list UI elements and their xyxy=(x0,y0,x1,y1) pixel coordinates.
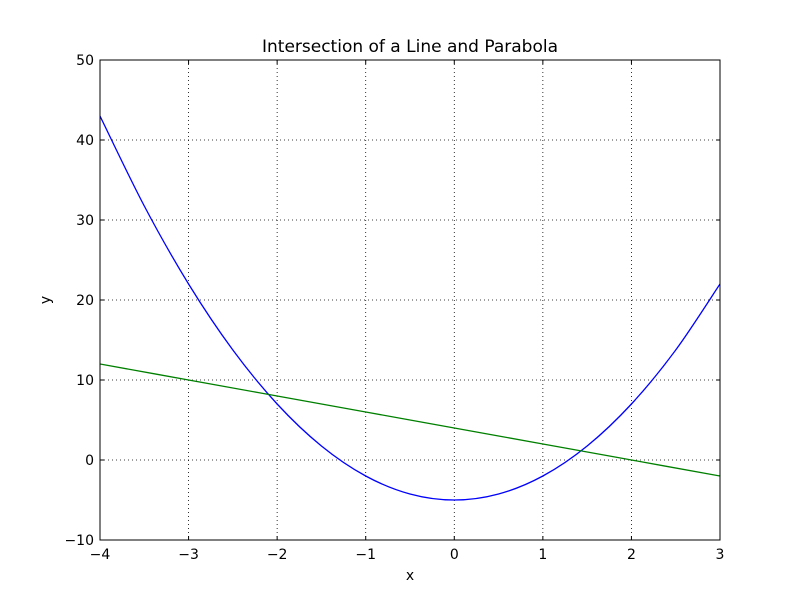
y-tick-label: 50 xyxy=(76,53,94,69)
x-tick-label: 0 xyxy=(450,547,459,563)
series-line-1 xyxy=(100,363,720,477)
y-tick-label: 30 xyxy=(76,213,94,229)
series-line-0 xyxy=(100,115,720,501)
x-tick-label: 1 xyxy=(538,547,547,563)
x-tick-label: 2 xyxy=(627,547,636,563)
x-tick-label: −1 xyxy=(355,547,376,563)
x-tick-label: 3 xyxy=(716,547,725,563)
x-tick-label: −4 xyxy=(90,547,111,563)
x-axis-label: x xyxy=(406,568,414,584)
x-tick-label: −3 xyxy=(178,547,199,563)
x-tick-label: −2 xyxy=(267,547,288,563)
y-tick-label: −10 xyxy=(64,533,94,549)
y-tick-label: 0 xyxy=(85,453,94,469)
series-layer xyxy=(100,115,720,501)
y-tick-label: 20 xyxy=(76,293,94,309)
y-tick-label: 10 xyxy=(76,373,94,389)
y-tick-label: 40 xyxy=(76,133,94,149)
grid-layer xyxy=(100,60,720,540)
y-axis-label: y xyxy=(38,296,54,304)
chart-title: Intersection of a Line and Parabola xyxy=(262,37,558,57)
